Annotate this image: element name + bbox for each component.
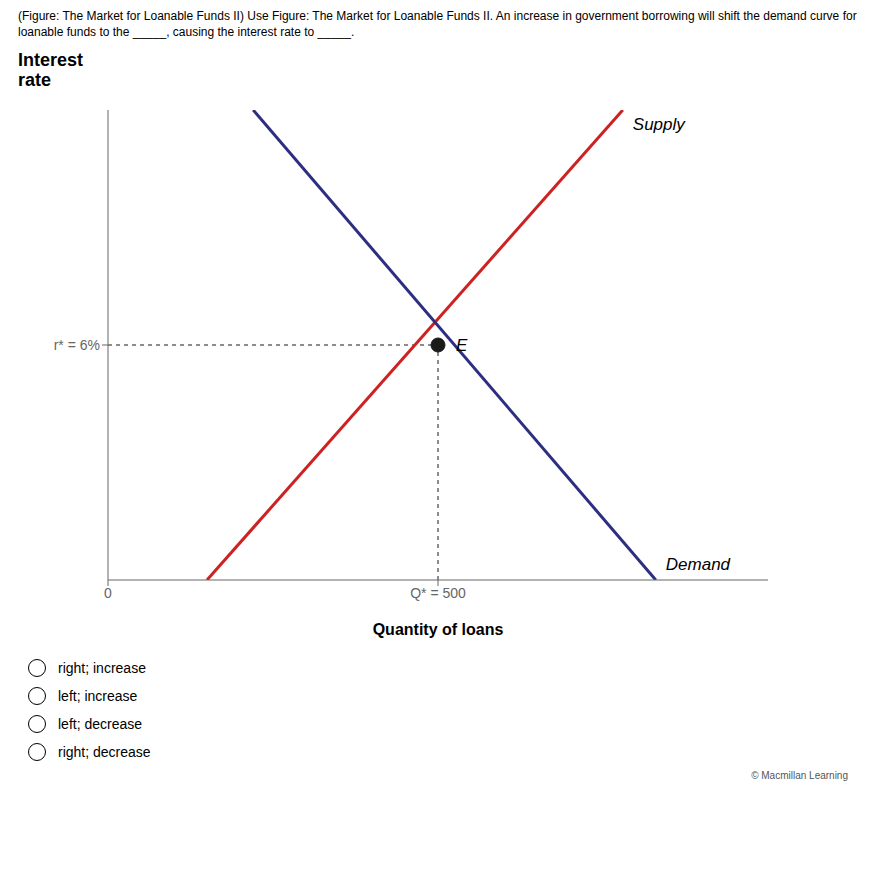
svg-text:Q* = 500: Q* = 500 — [410, 585, 466, 601]
svg-text:r* = 6%: r* = 6% — [54, 337, 100, 353]
html-text:right; increase: right; increase — [58, 660, 146, 676]
html-text:left; decrease: left; decrease — [58, 716, 143, 732]
html-text:right; decrease: right; decrease — [58, 744, 151, 760]
svg-text:Supply: Supply — [633, 115, 686, 134]
svg-text:Demand: Demand — [666, 555, 731, 574]
svg-text:Quantity of loans: Quantity of loans — [373, 621, 504, 638]
html-text:Interest rate: Interest rate — [18, 50, 83, 90]
svg-text:0: 0 — [104, 585, 112, 601]
html-text:© Macmillan Learning: © Macmillan Learning — [751, 770, 848, 781]
svg-text:E: E — [456, 336, 468, 355]
html-text:left; increase: left; increase — [58, 688, 138, 704]
html-text:(Figure: The Market for Loanab: (Figure: The Market for Loanable Funds I… — [18, 9, 857, 39]
